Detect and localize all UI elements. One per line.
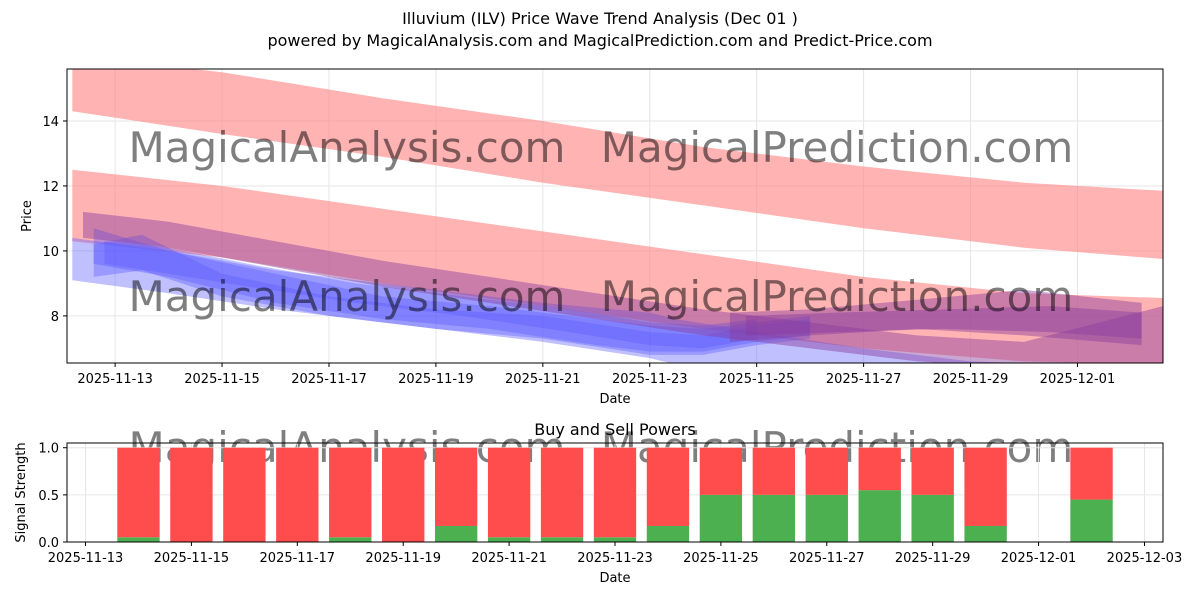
- buy-bar: [117, 537, 160, 542]
- signal-x-tick-label: 2025-11-19: [365, 551, 441, 566]
- signal-y-axis-label: Signal Strength: [14, 442, 29, 542]
- sell-bar: [752, 447, 796, 495]
- price-x-tick-label: 2025-11-17: [291, 372, 367, 387]
- signal-x-tick-label: 2025-11-21: [471, 551, 547, 566]
- signal-x-tick-label: 2025-11-13: [48, 551, 124, 566]
- red-wave-band: [72, 69, 1163, 259]
- red-wave-band: [72, 169, 1163, 363]
- blue-projection-band: [93, 228, 811, 352]
- buy-bar: [646, 525, 690, 542]
- price-y-axis-label: Price: [20, 200, 35, 232]
- price-y-tick-label: 14: [42, 115, 59, 130]
- price-x-tick-label: 2025-11-27: [826, 372, 902, 387]
- signal-x-tick-label: 2025-11-27: [789, 551, 865, 566]
- blue-projection-band: [72, 237, 1024, 363]
- signal-x-tick-label: 2025-11-29: [895, 551, 971, 566]
- sell-bar: [276, 447, 319, 542]
- buy-bar: [593, 537, 637, 542]
- buy-bar: [329, 537, 372, 542]
- signal-x-tick-label: 2025-12-03: [1107, 551, 1183, 566]
- price-x-tick-label: 2025-11-21: [505, 372, 581, 387]
- chart-title: Illuvium (ILV) Price Wave Trend Analysis…: [402, 9, 798, 28]
- price-x-tick-label: 2025-12-01: [1040, 372, 1116, 387]
- signal-x-axis-label: Date: [599, 571, 630, 586]
- signal-x-tick-label: 2025-11-17: [260, 551, 336, 566]
- sell-bar: [805, 447, 848, 495]
- sell-bar: [329, 447, 372, 538]
- signal-bars: [117, 447, 1113, 542]
- sell-bar: [117, 447, 160, 538]
- buy-bar: [540, 537, 584, 542]
- price-x-tick-label: 2025-11-25: [719, 372, 795, 387]
- sell-bar: [646, 447, 690, 526]
- signal-x-tick-label: 2025-11-25: [683, 551, 759, 566]
- sell-bar: [699, 447, 743, 495]
- buy-bar: [487, 537, 531, 542]
- signal-chart-title: Buy and Sell Powers: [534, 420, 696, 439]
- sell-bar: [382, 447, 425, 542]
- price-x-tick-label: 2025-11-23: [612, 372, 688, 387]
- purple-wave-band: [83, 211, 1163, 363]
- sell-bar: [170, 447, 213, 542]
- signal-y-tick-label: 0.0: [38, 536, 59, 551]
- buy-bar: [752, 494, 796, 542]
- buy-bar: [911, 494, 954, 542]
- sell-bar: [1070, 447, 1113, 500]
- price-y-tick-label: 10: [42, 245, 59, 260]
- price-x-axis-label: Date: [599, 392, 630, 407]
- price-y-tick-label: 8: [51, 310, 59, 325]
- price-bands: [72, 69, 1163, 363]
- buy-bar: [805, 494, 848, 542]
- watermark-text: MagicalAnalysis.com: [129, 272, 566, 321]
- signal-chart: 2025-11-13 2025-11-15 2025-11-17 2025-11-19…: [14, 420, 1182, 586]
- buy-bar: [699, 494, 743, 542]
- buy-bar: [858, 490, 901, 542]
- price-x-tick-label: 2025-11-15: [184, 372, 260, 387]
- buy-bar: [1070, 499, 1113, 542]
- sell-bar: [593, 447, 637, 538]
- buy-bar: [964, 525, 1007, 542]
- sell-bar: [911, 447, 954, 495]
- price-x-tick-label: 2025-11-19: [398, 372, 474, 387]
- sell-bar: [434, 447, 478, 526]
- price-axes-frame: [66, 68, 1164, 364]
- price-x-tick-label: 2025-11-29: [933, 372, 1009, 387]
- signal-x-tick-label: 2025-12-01: [1001, 551, 1077, 566]
- chart-subtitle: powered by MagicalAnalysis.com and Magic…: [267, 31, 933, 50]
- sell-bar: [540, 447, 584, 538]
- sell-bar: [964, 447, 1007, 526]
- price-x-tick-label: 2025-11-13: [77, 372, 153, 387]
- purple-wave-band: [729, 289, 1142, 346]
- buy-bar: [434, 525, 478, 542]
- sell-bar: [858, 447, 901, 491]
- signal-x-tick-label: 2025-11-15: [154, 551, 230, 566]
- price-chart: 2025-11-13 2025-11-15 2025-11-17 2025-11-19…: [20, 68, 1164, 407]
- blue-projection-band: [104, 241, 757, 349]
- sell-bar: [223, 447, 266, 542]
- price-y-tick-label: 12: [42, 180, 59, 195]
- watermark-text: MagicalPrediction.com: [601, 272, 1074, 321]
- purple-wave-band: [746, 306, 1142, 339]
- watermark-text: MagicalAnalysis.com: [129, 123, 566, 172]
- signal-x-tick-label: 2025-11-23: [577, 551, 653, 566]
- signal-y-tick-label: 1.0: [38, 442, 59, 457]
- sell-bar: [487, 447, 531, 538]
- signal-y-tick-label: 0.5: [38, 489, 59, 504]
- watermark-text: MagicalPrediction.com: [601, 123, 1074, 172]
- blue-projection-band: [93, 234, 811, 355]
